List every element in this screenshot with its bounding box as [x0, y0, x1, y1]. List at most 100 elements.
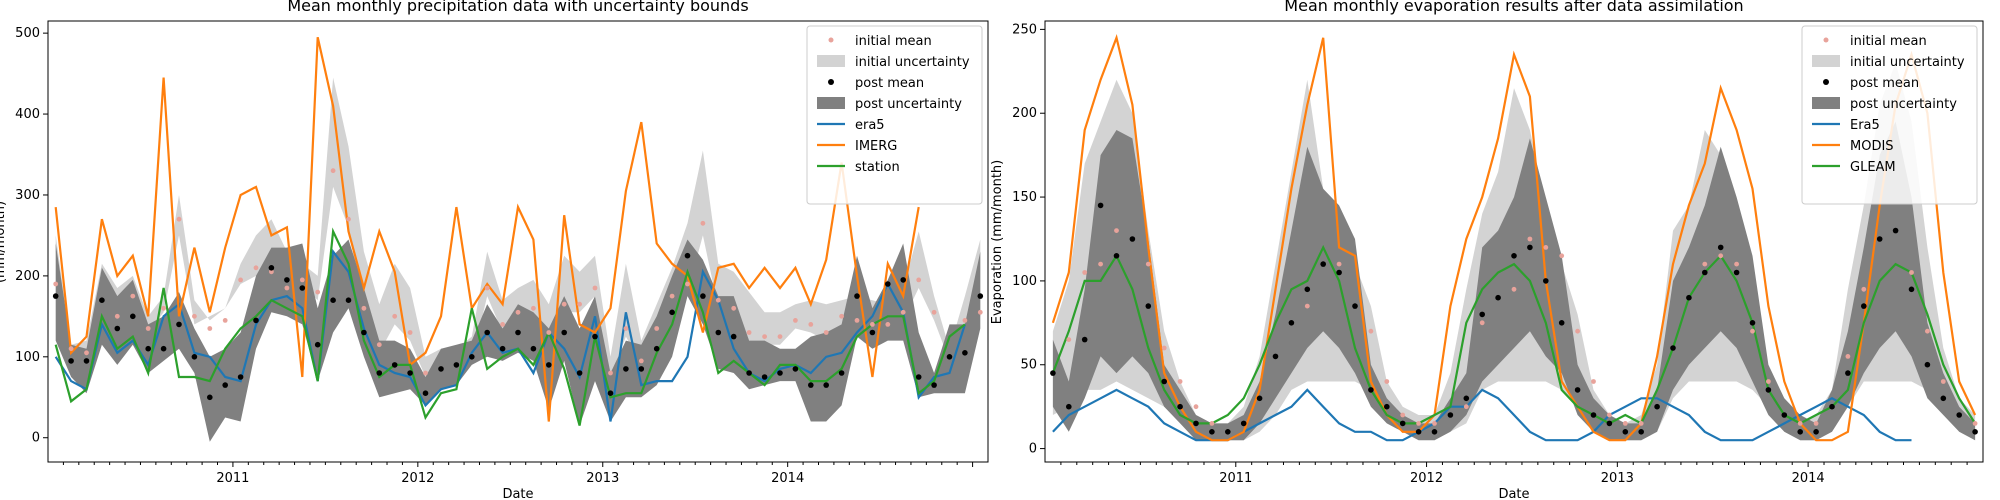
- data-point-initial-mean: [793, 318, 798, 323]
- legend-label: era5: [855, 118, 885, 133]
- data-point-initial-mean: [623, 326, 629, 331]
- legend-label: initial uncertainty: [855, 55, 970, 70]
- legend-label: MODIS: [1850, 139, 1894, 154]
- evaporation-panel: Mean monthly evaporation results after d…: [990, 0, 1984, 500]
- data-point-post-mean: [52, 293, 59, 299]
- data-point-post-mean: [1733, 269, 1740, 276]
- data-point-post-mean: [792, 366, 799, 372]
- data-point-post-mean: [1161, 378, 1167, 385]
- data-point-initial-mean: [1463, 404, 1469, 410]
- data-point-post-mean: [237, 374, 244, 380]
- data-point-post-mean: [484, 329, 491, 336]
- data-point-post-mean: [715, 329, 722, 336]
- data-point-initial-mean: [823, 330, 829, 335]
- data-point-post-mean: [1113, 253, 1120, 259]
- y-tick-label: 100: [15, 350, 40, 365]
- data-point-post-mean: [1081, 336, 1088, 343]
- data-point-post-mean: [1384, 403, 1390, 410]
- data-point-post-mean: [576, 370, 583, 376]
- data-point-post-mean: [499, 345, 506, 352]
- legend: initial mean initial uncertainty post mean…: [806, 25, 983, 205]
- data-point-initial-mean: [330, 168, 336, 174]
- data-point-post-mean: [207, 394, 213, 401]
- data-point-post-mean: [561, 329, 567, 336]
- x-tick-label: 2011: [1219, 471, 1252, 486]
- data-point-initial-mean: [376, 342, 382, 348]
- y-tick-label: 250: [1012, 22, 1037, 37]
- y-tick-label: 0: [32, 431, 40, 446]
- data-point-post-mean: [1256, 395, 1263, 402]
- data-point-post-mean: [1972, 429, 1978, 435]
- data-point-initial-mean: [1384, 379, 1390, 384]
- data-point-post-mean: [546, 362, 552, 368]
- data-point-initial-mean: [808, 322, 814, 327]
- legend-swatch: [817, 97, 845, 109]
- data-point-post-mean: [1558, 320, 1565, 326]
- y-tick-label: 400: [15, 107, 40, 122]
- data-point-initial-mean: [1114, 228, 1119, 234]
- data-point-initial-mean: [762, 334, 767, 339]
- data-point-initial-mean: [253, 265, 259, 271]
- data-point-initial-mean: [423, 370, 428, 376]
- data-point-post-mean: [114, 325, 121, 332]
- data-point-post-mean: [1543, 278, 1549, 284]
- data-point-post-mean: [376, 370, 383, 376]
- legend-label: initial uncertainty: [1850, 55, 1965, 70]
- data-point-post-mean: [1797, 429, 1803, 435]
- data-point-post-mean: [962, 350, 968, 356]
- data-point-post-mean: [592, 333, 598, 340]
- legend-swatch: [1812, 55, 1840, 67]
- data-point-post-mean: [607, 390, 614, 397]
- data-point-initial-mean: [1416, 421, 1421, 426]
- data-point-post-mean: [345, 297, 352, 304]
- data-point-post-mean: [1415, 429, 1422, 435]
- data-point-initial-mean: [1479, 320, 1485, 326]
- data-point-post-mean: [314, 341, 321, 348]
- data-point-post-mean: [623, 366, 629, 372]
- data-point-initial-mean: [1145, 261, 1151, 267]
- x-axis-label: Date: [502, 487, 533, 500]
- data-point-initial-mean: [1861, 286, 1867, 292]
- data-point-initial-mean: [407, 330, 413, 335]
- data-point-post-mean: [915, 374, 922, 380]
- data-point-initial-mean: [715, 297, 721, 303]
- data-point-initial-mean: [1638, 421, 1644, 426]
- data-point-initial-mean: [1591, 379, 1596, 384]
- data-point-initial-mean: [515, 309, 521, 315]
- data-point-initial-mean: [176, 216, 182, 222]
- data-point-initial-mean: [299, 277, 305, 283]
- data-point-initial-mean: [731, 305, 737, 311]
- data-point-post-mean: [1654, 403, 1660, 410]
- data-point-initial-mean: [746, 330, 752, 335]
- data-point-post-mean: [1193, 420, 1199, 427]
- data-point-post-mean: [253, 317, 259, 324]
- data-point-initial-mean: [1543, 245, 1549, 250]
- data-point-initial-mean: [885, 322, 891, 327]
- data-point-post-mean: [1399, 420, 1406, 427]
- x-tick-label: 2012: [401, 471, 434, 486]
- legend-label: post uncertainty: [855, 97, 962, 112]
- data-point-post-mean: [160, 345, 167, 352]
- data-point-post-mean: [1622, 429, 1629, 435]
- data-point-post-mean: [977, 293, 984, 299]
- data-point-initial-mean: [114, 313, 120, 319]
- data-point-initial-mean: [207, 326, 213, 331]
- data-point-initial-mean: [1304, 303, 1310, 309]
- legend-item: post uncertainty: [1812, 97, 1957, 112]
- data-point-initial-mean: [577, 301, 582, 307]
- data-point-initial-mean: [1734, 261, 1739, 267]
- series-line-era5: [1052, 388, 1912, 442]
- data-point-initial-mean: [1845, 354, 1851, 359]
- data-point-post-mean: [1209, 429, 1215, 435]
- data-point-initial-mean: [1209, 421, 1215, 426]
- data-point-post-mean: [99, 297, 105, 304]
- data-point-post-mean: [684, 252, 691, 259]
- data-point-initial-mean: [854, 318, 860, 323]
- legend-swatch: [1812, 97, 1840, 109]
- band-post-uncertainty: [55, 239, 981, 442]
- data-point-initial-mean: [900, 309, 906, 315]
- data-point-post-mean: [931, 382, 937, 388]
- data-point-initial-mean: [1622, 421, 1628, 426]
- y-tick-label: 150: [1012, 190, 1037, 205]
